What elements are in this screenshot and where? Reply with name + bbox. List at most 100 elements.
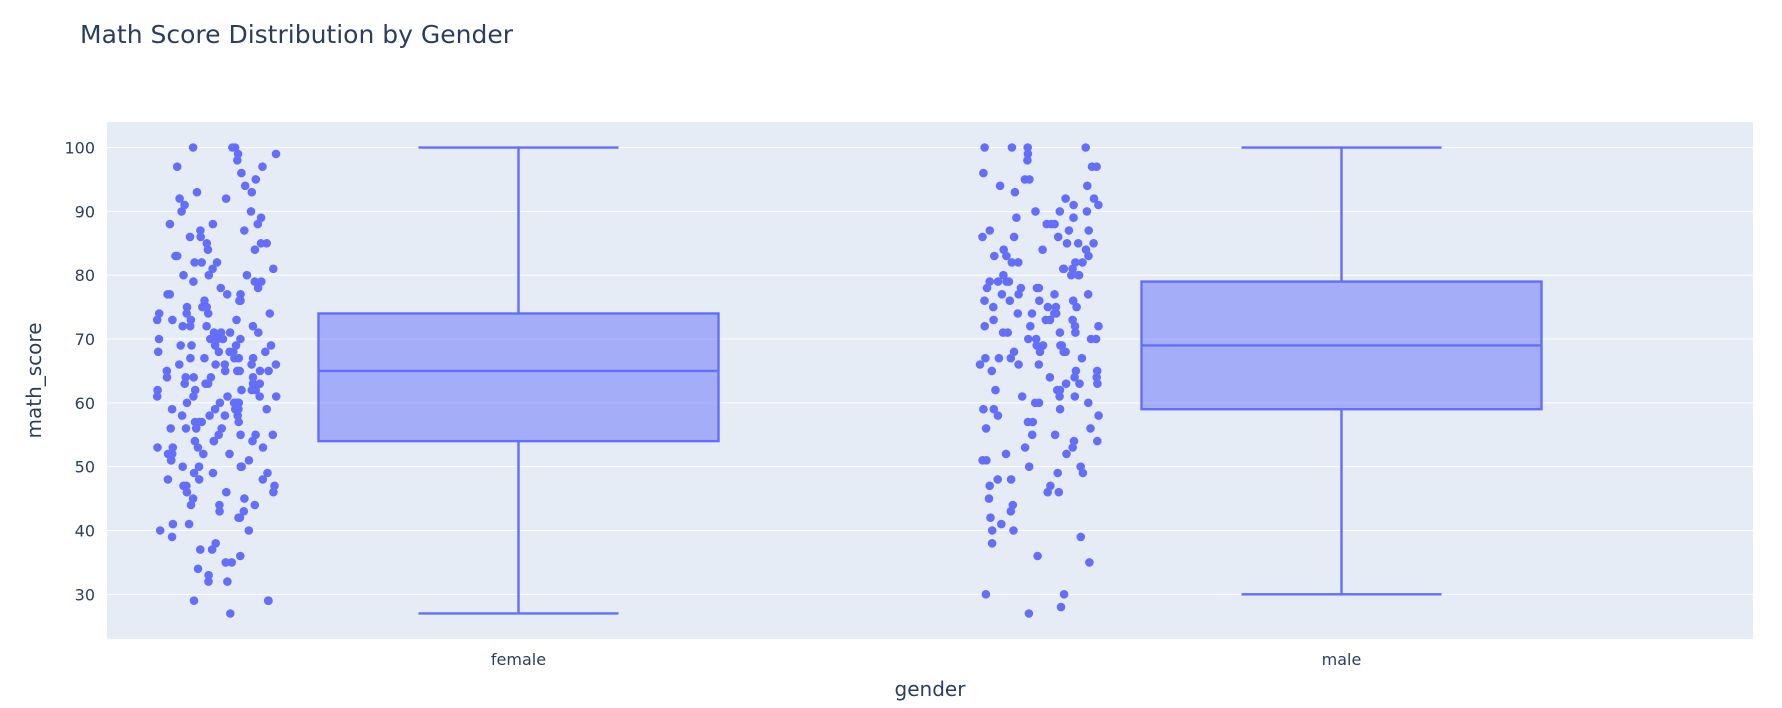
data-point (1085, 558, 1094, 567)
data-point (210, 404, 220, 414)
data-point (1055, 392, 1064, 401)
data-point (258, 162, 267, 171)
data-point (1043, 302, 1053, 312)
data-point (980, 321, 989, 331)
data-point (188, 143, 198, 152)
data-point (1075, 379, 1084, 389)
data-point (225, 328, 235, 337)
data-point (239, 507, 249, 516)
data-point (181, 424, 191, 433)
data-point (189, 596, 199, 605)
data-point (207, 545, 217, 554)
data-point (216, 283, 226, 293)
data-point (204, 270, 214, 280)
data-point (1014, 360, 1023, 369)
data-point (1077, 353, 1087, 363)
data-point (186, 500, 196, 510)
data-point (1023, 149, 1033, 159)
data-point (1023, 156, 1032, 165)
data-point (982, 283, 992, 293)
data-point (200, 353, 209, 363)
data-point (1067, 270, 1076, 280)
y-tick-label: 80 (75, 266, 95, 285)
data-point (984, 494, 994, 503)
data-point (1084, 398, 1093, 408)
jitter-points (152, 143, 1103, 618)
data-point (1068, 296, 1078, 306)
data-point (1006, 507, 1016, 516)
data-point (998, 328, 1008, 337)
data-point (1007, 143, 1017, 152)
data-point (172, 162, 182, 171)
data-point (235, 366, 244, 376)
data-point (1024, 462, 1034, 472)
data-point (1035, 347, 1045, 357)
data-point (1094, 411, 1103, 420)
data-point (234, 404, 243, 414)
data-point (997, 290, 1007, 299)
data-point (152, 392, 162, 401)
data-point (178, 462, 187, 472)
data-point (155, 526, 165, 535)
data-point (1038, 245, 1047, 254)
data-point (1071, 366, 1081, 376)
data-point (193, 564, 203, 574)
data-point (1041, 315, 1051, 325)
data-point (258, 475, 268, 484)
data-point (1069, 213, 1078, 222)
data-point (987, 526, 997, 535)
data-point (1074, 270, 1083, 280)
data-point (247, 187, 257, 197)
data-point (1055, 328, 1065, 337)
data-point (186, 353, 195, 363)
data-point (1035, 296, 1044, 306)
data-point (215, 500, 224, 510)
data-point (228, 143, 237, 152)
data-point (987, 539, 997, 548)
data-point (1092, 373, 1101, 382)
data-point (995, 181, 1005, 191)
data-point (220, 366, 230, 376)
data-point (1013, 309, 1023, 318)
data-point (1012, 213, 1021, 222)
data-point (189, 277, 198, 286)
y-tick-label: 70 (75, 330, 95, 349)
data-point (236, 290, 245, 299)
data-point (214, 430, 223, 440)
data-point (248, 373, 258, 382)
data-point (208, 219, 218, 229)
data-point (1081, 143, 1090, 152)
iqr-box (317, 312, 720, 443)
data-point (162, 373, 172, 382)
data-point (1076, 532, 1086, 542)
data-point (1078, 468, 1088, 478)
data-point (204, 570, 213, 580)
data-point (240, 494, 249, 503)
data-point (237, 385, 246, 395)
data-point (1050, 430, 1060, 440)
data-point (233, 411, 242, 420)
data-point (978, 232, 987, 242)
data-point (1014, 290, 1023, 299)
data-point (271, 392, 281, 401)
data-point (167, 532, 177, 542)
data-point (247, 360, 256, 369)
data-point (163, 475, 173, 484)
data-point (182, 398, 192, 408)
data-point (1004, 277, 1014, 286)
data-point (255, 379, 265, 389)
data-point (204, 577, 213, 586)
data-point (1026, 321, 1035, 331)
data-point (234, 417, 243, 427)
data-point (255, 392, 264, 401)
box-female (317, 146, 720, 615)
data-point (1050, 309, 1059, 318)
data-point (1084, 226, 1093, 235)
data-point (264, 366, 273, 376)
data-point (1006, 475, 1016, 484)
data-point (1027, 309, 1037, 318)
y-tick-label: 60 (75, 394, 95, 413)
data-point (175, 360, 184, 369)
data-point (181, 373, 190, 382)
data-point (214, 347, 224, 357)
